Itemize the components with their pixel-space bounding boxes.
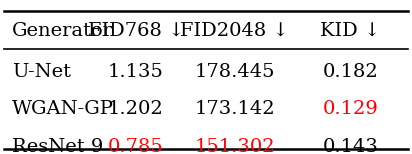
Text: 0.143: 0.143 bbox=[322, 138, 378, 154]
Text: 173.142: 173.142 bbox=[194, 100, 275, 118]
Text: ResNet 9: ResNet 9 bbox=[12, 138, 104, 154]
Text: FID768 ↓: FID768 ↓ bbox=[88, 22, 184, 40]
Text: 0.129: 0.129 bbox=[322, 100, 378, 118]
Text: 0.182: 0.182 bbox=[322, 63, 378, 81]
Text: 1.202: 1.202 bbox=[108, 100, 164, 118]
Text: WGAN-GP: WGAN-GP bbox=[12, 100, 115, 118]
Text: 1.135: 1.135 bbox=[108, 63, 164, 81]
Text: Generator: Generator bbox=[12, 22, 113, 40]
Text: FID2048 ↓: FID2048 ↓ bbox=[180, 22, 289, 40]
Text: 151.302: 151.302 bbox=[194, 138, 275, 154]
Text: KID ↓: KID ↓ bbox=[320, 22, 380, 40]
Text: 178.445: 178.445 bbox=[194, 63, 275, 81]
Text: U-Net: U-Net bbox=[12, 63, 71, 81]
Text: 0.785: 0.785 bbox=[108, 138, 164, 154]
